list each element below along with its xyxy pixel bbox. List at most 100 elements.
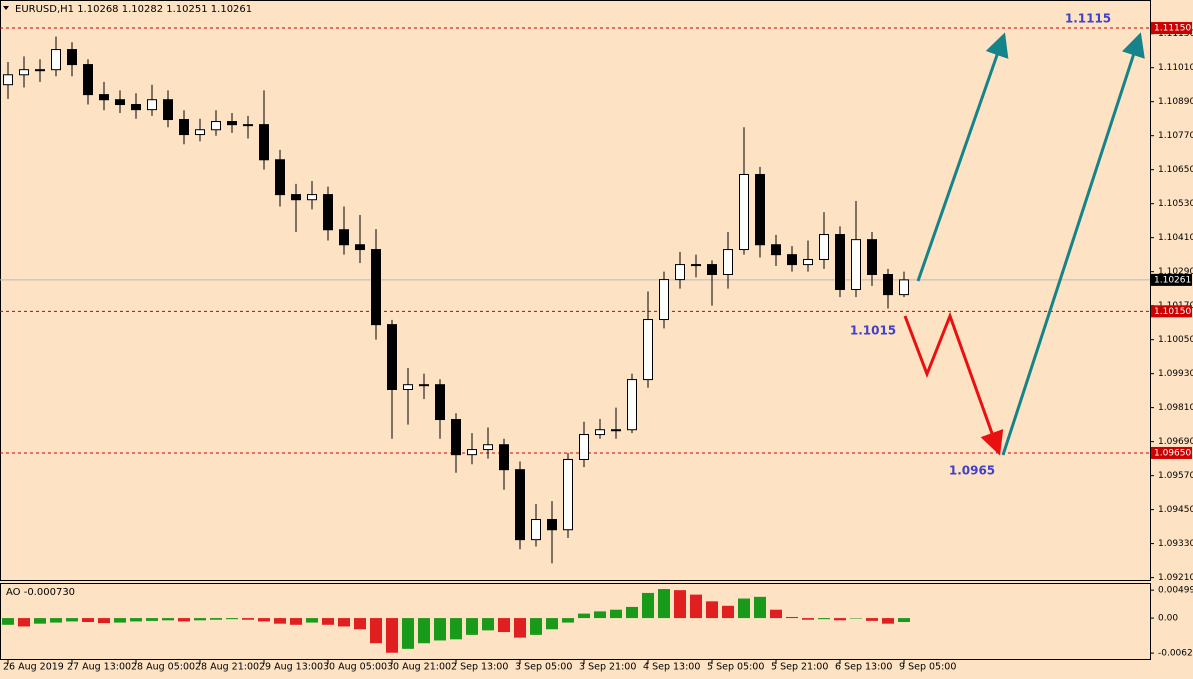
candle-body [403,384,413,391]
candle-body [131,104,141,111]
candle-body [275,159,285,196]
y-tick-label: 0.004999 [1158,586,1193,596]
candle-body [163,99,173,121]
candle-body [595,429,605,436]
ao-bar [306,618,318,623]
ao-bar [466,618,478,635]
candle-body [243,124,253,127]
candle-body [195,129,205,136]
ao-bar [98,618,110,624]
x-tick-label: 30 Aug 21:00 [387,662,451,673]
candle-body [787,254,797,266]
candle-body [323,194,333,231]
ao-bar [242,618,254,620]
ao-bar [418,618,430,644]
ao-bar [322,618,334,625]
price-tag-label: 1.10261 [1154,275,1191,285]
ao-bar [450,618,462,640]
candle-body [707,264,717,275]
candle-body [67,49,77,66]
candle-body [371,249,381,326]
level-tag [1151,305,1192,318]
ao-bar [130,618,142,622]
candle-body [83,64,93,96]
ao-bar [178,618,190,622]
ao-bar [210,618,222,620]
candle-body [563,458,573,531]
candle-body [851,239,861,291]
candle-body [355,244,365,251]
ao-bar [674,590,686,619]
x-tick-label: 4 Sep 13:00 [643,662,700,673]
y-tick-label: 1.09570 [1158,471,1193,481]
candle-body [35,69,45,72]
ao-bar [498,618,510,633]
candle-body [739,173,749,251]
candle-body [435,384,445,421]
ao-bar [514,618,526,638]
candle-body [259,124,269,161]
y-tick-label: 1.10050 [1158,335,1193,345]
x-tick-label: 3 Sep 21:00 [579,662,636,673]
ao-bar [802,618,814,620]
indicator-panel [0,583,1151,660]
ao-bar [610,609,622,619]
candle-body [547,519,557,531]
ao-bar [546,618,558,630]
candle-body [291,194,301,201]
ao-bar [898,618,910,622]
candle-body [51,49,61,71]
candle-body [515,469,525,541]
x-tick-label: 30 Aug 05:00 [323,662,387,673]
projection-arrow [1001,32,1145,456]
y-tick-label: 1.10290 [1158,267,1193,277]
candle-body [99,94,109,101]
y-tick-label: 1.10650 [1158,165,1193,175]
menu-triangle [3,6,9,10]
level-tag [1151,22,1192,35]
ao-bar [354,618,366,630]
ao-bar [146,618,158,621]
ao-bar [370,618,382,644]
candle-body [803,258,813,266]
candle-body [675,264,685,281]
y-tick-label: 1.09330 [1158,539,1193,549]
candle-body [19,69,29,76]
annotation: 1.1015 [850,324,896,338]
chart-title: EURUSD,H1 1.10268 1.10282 1.10251 1.1026… [15,4,252,15]
ao-bar [162,618,174,621]
ao-bar [482,618,494,631]
ao-bar [754,596,766,619]
y-tick-label: -0.006265 [1158,649,1193,659]
ao-bar [194,618,206,621]
candle-body [499,444,509,471]
y-tick-label: 1.10530 [1158,199,1193,209]
candle-body [659,279,669,321]
ao-bar [770,609,782,619]
ao-bar [338,618,350,627]
ao-bar [18,618,30,627]
y-tick-label: 0.00 [1158,614,1178,624]
candle-body [627,379,637,431]
x-tick-label: 6 Sep 13:00 [835,662,892,673]
x-tick-label: 9 Sep 05:00 [899,662,956,673]
y-tick-label: 1.09690 [1158,437,1193,447]
candle-body [3,74,13,86]
projection-arrow [903,311,1004,456]
ao-bar [434,618,446,641]
level-tag-label: 1.10150 [1154,307,1191,317]
annotation: 1.1115 [1065,12,1111,26]
candle-body [179,119,189,136]
candle-body [147,99,157,111]
candle-body [691,264,701,267]
ao-bar [722,605,734,619]
ao-bar [50,618,62,623]
ao-bar [274,618,286,624]
ao-bar [626,606,638,619]
x-tick-label: 28 Aug 21:00 [195,662,259,673]
candle-body [755,173,765,246]
candle-body [483,444,493,451]
ao-bar [226,618,238,620]
